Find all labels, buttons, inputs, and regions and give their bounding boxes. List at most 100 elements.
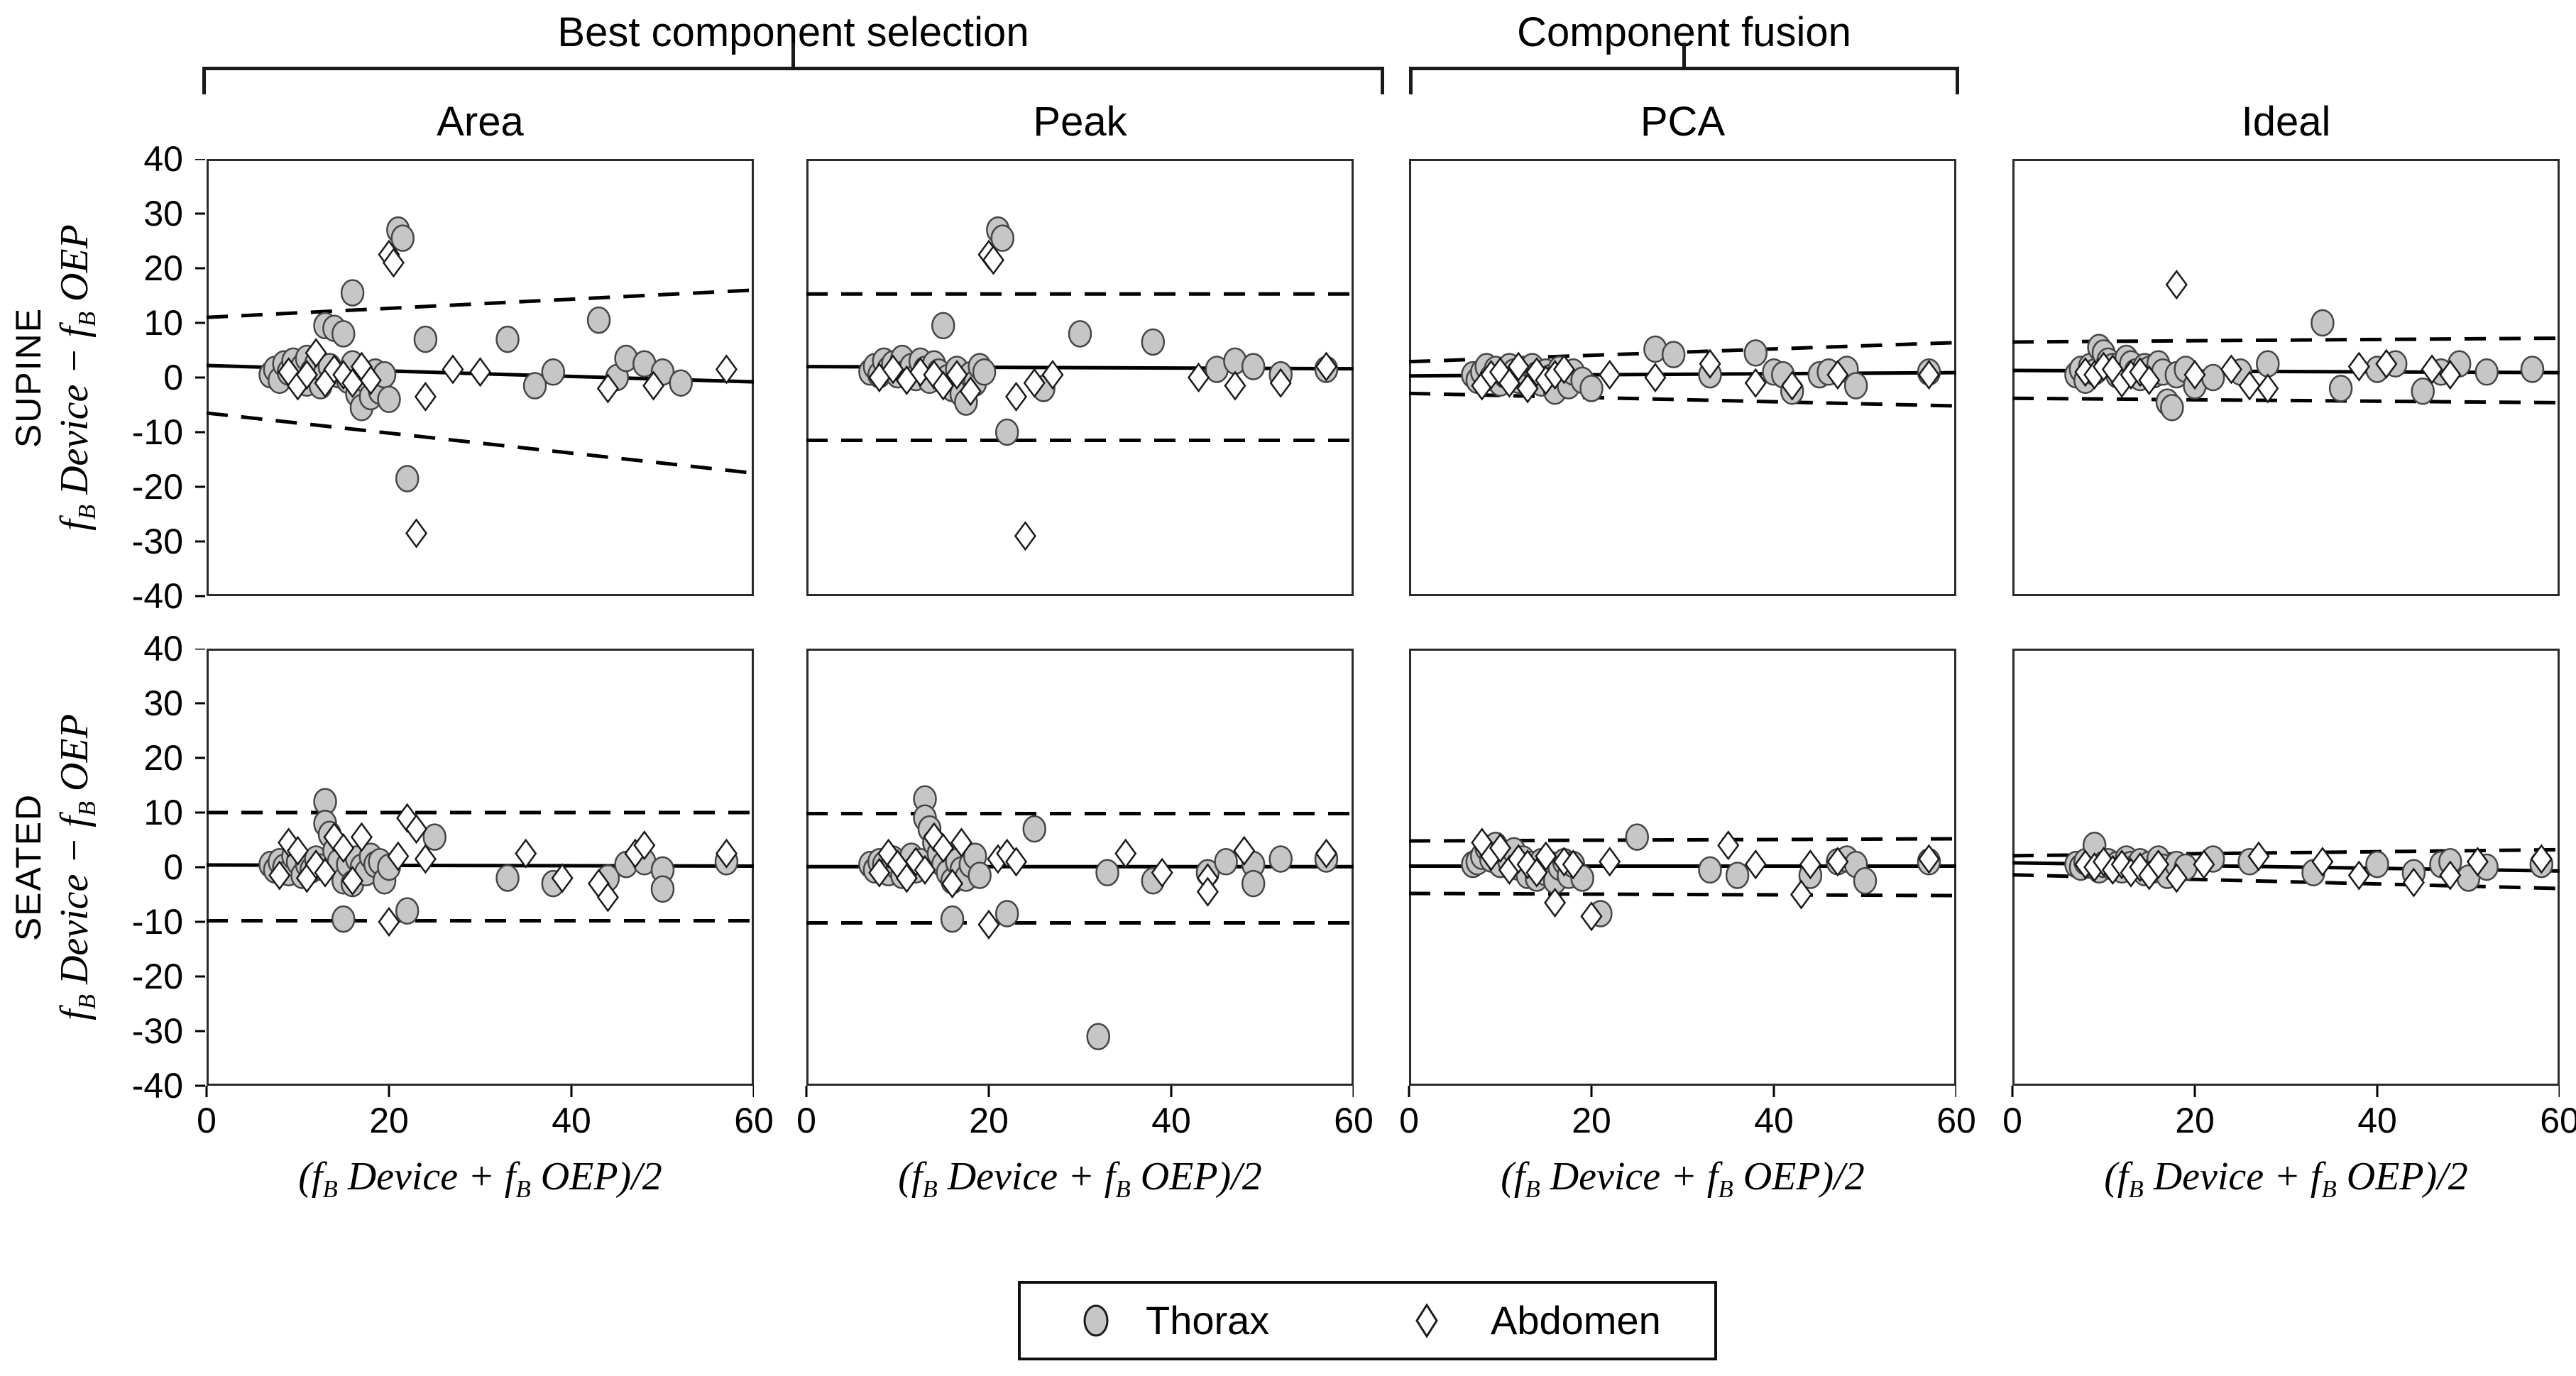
panel-supine-pca — [1392, 159, 1956, 613]
x-axis-label-part: Device + f — [337, 1155, 516, 1199]
x-axis-label-part: Device + f — [2143, 1155, 2322, 1199]
y-axis-label-part: Device − f — [53, 816, 97, 995]
legend-label-abdomen: Abdomen — [1491, 1298, 1661, 1343]
y-tick-label: -20 — [131, 957, 183, 996]
y-tick-labels-supine: 40 30 20 10 0 -10 -20 -30 -40 — [92, 139, 183, 616]
y-axis-label-part: OEP — [53, 714, 97, 802]
y-tick-label: 40 — [143, 629, 183, 668]
y-tick-label: 30 — [143, 194, 183, 233]
panel-supine-ideal — [1995, 159, 2560, 613]
y-tick-label: 40 — [143, 139, 183, 179]
x-tick-label: 60 — [1334, 1101, 1374, 1140]
panel-supine-ideal-plot — [2012, 159, 2560, 596]
x-axis-label-sub: B — [1718, 1175, 1733, 1204]
y-tick-label: 20 — [143, 738, 183, 778]
y-axis-label-part: f — [53, 1009, 97, 1020]
x-axis-label-pca: (fB Device + fB OEP)/2 — [1377, 1154, 1988, 1204]
x-tick-label: 20 — [969, 1101, 1009, 1140]
x-tick-labels-peak: 0 20 40 60 — [774, 1099, 1386, 1143]
x-tick-labels-ideal: 0 20 40 60 — [1980, 1099, 2576, 1143]
group-bracket-component-fusion — [1409, 67, 1959, 94]
y-axis-label-part: Device − f — [53, 326, 97, 505]
panel-seated-area — [190, 649, 754, 1103]
x-axis-label-sub: B — [2128, 1175, 2144, 1204]
thorax-marker-icon — [1083, 1304, 1109, 1337]
panel-supine-peak-plot — [806, 159, 1354, 596]
panel-seated-pca — [1392, 649, 1956, 1103]
column-title-pca: PCA — [1640, 99, 1726, 145]
abdomen-marker-shape — [1415, 1303, 1438, 1338]
y-axis-label-seated: fB Device − fB OEP — [52, 612, 101, 1123]
row-label-seated: SEATED — [9, 793, 48, 942]
x-axis-label-part: (f — [1501, 1155, 1525, 1199]
y-tick-label: -40 — [131, 1066, 183, 1106]
panel-seated-ideal-plot — [2011, 649, 2560, 1097]
x-axis-label-part: (f — [298, 1155, 323, 1199]
x-axis-label-sub: B — [322, 1175, 338, 1204]
x-axis-label-area: (fB Device + fB OEP)/2 — [175, 1154, 786, 1204]
y-tick-label: 0 — [163, 358, 183, 397]
y-tick-label: -30 — [131, 1011, 183, 1051]
y-axis-label-supine: fB Device − fB OEP — [52, 122, 101, 633]
group-bracket-best-component-selection — [202, 67, 1384, 94]
y-tick-label: -30 — [131, 522, 183, 561]
x-tick-label: 0 — [796, 1101, 816, 1140]
x-axis-label-peak: (fB Device + fB OEP)/2 — [774, 1154, 1386, 1204]
x-axis-label-ideal: (fB Device + fB OEP)/2 — [1980, 1154, 2576, 1204]
y-tick-label: 20 — [143, 248, 183, 288]
panel-seated-area-plot — [195, 649, 754, 1097]
x-tick-label: 0 — [1399, 1101, 1419, 1140]
x-tick-label: 40 — [1151, 1101, 1191, 1140]
x-tick-label: 20 — [2175, 1101, 2215, 1140]
y-tick-label: 10 — [143, 303, 183, 343]
y-tick-label: -20 — [131, 467, 183, 507]
y-tick-label: 10 — [143, 793, 183, 832]
panel-supine-area-plot — [195, 159, 754, 598]
x-tick-label: 60 — [734, 1101, 774, 1140]
x-tick-label: 20 — [1572, 1101, 1611, 1140]
x-axis-label-part: (f — [2104, 1155, 2129, 1199]
y-tick-label: -10 — [131, 412, 183, 452]
panel-seated-peak-plot — [805, 649, 1354, 1097]
legend: Thorax Abdomen — [1018, 1281, 1717, 1360]
x-axis-label-sub: B — [1525, 1175, 1540, 1204]
x-axis-label-sub: B — [515, 1175, 531, 1204]
group-bracket-center-tick — [791, 43, 795, 68]
y-tick-label: -40 — [131, 576, 183, 616]
y-axis-label-part: OEP — [53, 224, 97, 312]
panel-seated-peak — [789, 649, 1354, 1103]
x-axis-label-sub: B — [2321, 1175, 2337, 1204]
x-tick-label: 0 — [2002, 1101, 2022, 1140]
x-tick-label: 20 — [369, 1101, 409, 1140]
x-tick-label: 40 — [2357, 1101, 2397, 1140]
x-tick-labels-pca: 0 20 40 60 — [1377, 1099, 1988, 1143]
x-axis-label-part: OEP)/2 — [1733, 1155, 1865, 1199]
x-axis-label-part: OEP)/2 — [1130, 1155, 1262, 1199]
x-axis-label-part: (f — [898, 1155, 923, 1199]
column-title-ideal: Ideal — [2241, 99, 2331, 145]
panel-supine-pca-plot — [1408, 159, 1956, 596]
column-title-peak: Peak — [1033, 99, 1127, 145]
x-tick-label: 40 — [1754, 1101, 1794, 1140]
thorax-marker-shape — [1083, 1304, 1109, 1337]
x-axis-label-part: Device + f — [937, 1155, 1116, 1199]
x-tick-label: 60 — [2540, 1101, 2576, 1140]
y-axis-label-part: f — [53, 519, 97, 531]
legend-label-thorax: Thorax — [1146, 1298, 1270, 1343]
y-tick-label: -10 — [131, 902, 183, 942]
x-tick-label: 60 — [1936, 1101, 1976, 1140]
panel-supine-peak — [789, 159, 1354, 613]
y-tick-label: 30 — [143, 683, 183, 723]
x-axis-label-part: OEP)/2 — [2336, 1155, 2468, 1199]
x-tick-label: 0 — [197, 1101, 217, 1140]
x-tick-labels-area: 0 20 40 60 — [175, 1099, 786, 1143]
group-bracket-center-tick — [1682, 43, 1686, 68]
x-tick-label: 40 — [552, 1101, 591, 1140]
column-title-area: Area — [437, 99, 524, 145]
y-tick-labels-seated: 40 30 20 10 0 -10 -20 -30 -40 — [92, 629, 183, 1106]
panel-seated-pca-plot — [1408, 649, 1956, 1097]
x-axis-label-part: OEP)/2 — [530, 1155, 662, 1199]
x-axis-label-part: Device + f — [1540, 1155, 1719, 1199]
panel-seated-ideal — [1995, 649, 2560, 1103]
